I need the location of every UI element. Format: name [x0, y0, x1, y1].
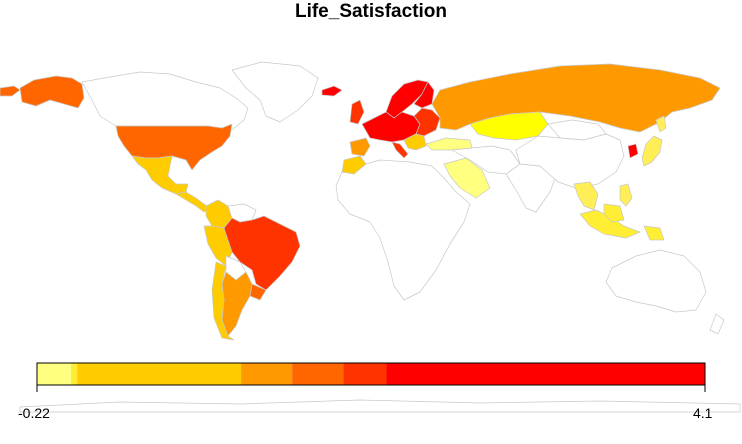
region-usa — [115, 123, 233, 171]
legend-bin-0 — [37, 363, 72, 385]
region-philippines — [619, 183, 633, 207]
region-eastern-europe — [413, 107, 441, 137]
legend-bin-2 — [77, 363, 242, 385]
region-iberia — [349, 137, 371, 157]
region-canada — [81, 71, 249, 131]
region-new-guinea — [643, 225, 665, 241]
region-italy — [391, 141, 409, 159]
region-southeast-asia — [573, 181, 599, 211]
region-china — [515, 133, 625, 189]
region-korea — [627, 143, 639, 159]
region-antarctica — [19, 399, 741, 413]
region-alaska — [19, 75, 85, 109]
region-iceland — [321, 85, 343, 97]
region-japan-north — [655, 115, 667, 133]
region-turkey — [425, 137, 473, 151]
region-greenland — [231, 61, 319, 123]
region-new-zealand — [709, 313, 725, 335]
legend-bin-4 — [292, 363, 344, 385]
region-chile — [211, 261, 235, 341]
region-africa — [335, 159, 471, 301]
legend-min-label: -0.22 — [18, 405, 50, 421]
region-brazil — [223, 215, 301, 291]
region-balkans — [403, 133, 427, 151]
map-title: Life_Satisfaction — [294, 1, 448, 22]
region-japan — [641, 135, 663, 167]
region-australia — [605, 249, 707, 313]
region-mexico — [131, 155, 189, 195]
legend-bin-1 — [71, 363, 78, 385]
region-indonesia — [579, 209, 641, 239]
region-central-america — [175, 191, 211, 213]
region-argentina — [221, 271, 253, 337]
legend-max-label: 4.1 — [693, 405, 713, 421]
legend-color-bar — [37, 363, 705, 385]
legend-bin-5 — [343, 363, 387, 385]
legend-bin-3 — [241, 363, 293, 385]
region-uk — [349, 99, 365, 125]
legend-bin-6 — [386, 363, 705, 385]
region-saudi-arabia — [443, 157, 491, 199]
region-alaska-west — [0, 85, 21, 97]
region-borneo — [603, 203, 625, 223]
legend-frame — [36, 362, 706, 386]
region-kazakhstan — [469, 111, 549, 141]
